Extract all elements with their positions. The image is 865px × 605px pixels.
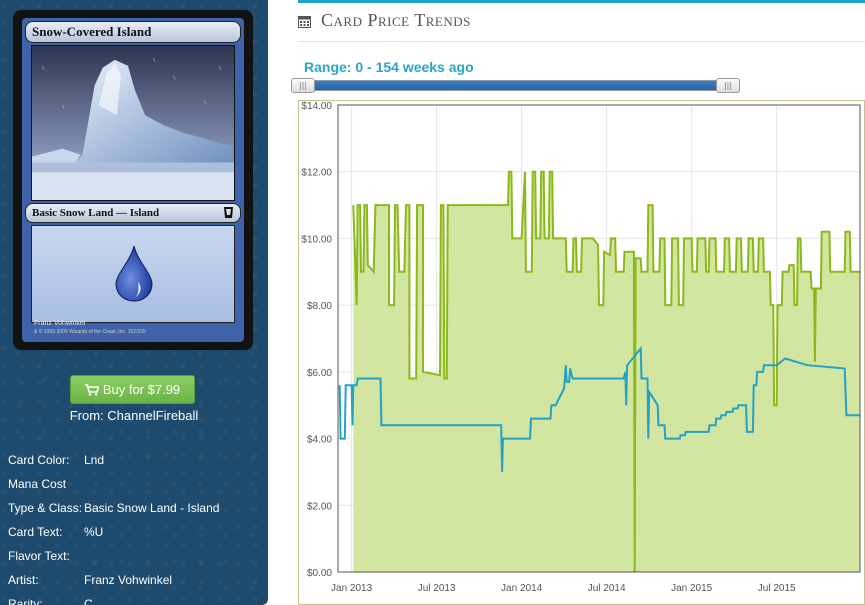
card-type-line: Basic Snow Land — Island (25, 203, 241, 223)
shopping-cart-icon (84, 384, 99, 396)
y-tick-label: $6.00 (307, 368, 332, 379)
y-tick-label: $14.00 (301, 101, 332, 112)
price-trend-chart: $0.00 $2.00 $4.00 $6.00 $8.00 $10.00 $12.00 $14… (298, 100, 865, 605)
coldsnap-set-icon (224, 207, 233, 218)
card-art-iceberg (31, 45, 235, 201)
buy-source: From: ChannelFireball (69, 408, 199, 423)
x-tick-label: Jan 2014 (501, 583, 543, 594)
range-slider-handle-start[interactable]: ||| (291, 78, 315, 93)
panel-title: Card Price Trends (298, 10, 471, 34)
range-slider-handle-end[interactable]: ||| (716, 78, 740, 93)
y-tick-label: $8.00 (307, 301, 332, 312)
y-tick-label: $12.00 (301, 168, 332, 179)
buy-button-label: Buy for $7.99 (102, 382, 181, 397)
paper-price-area (353, 171, 860, 572)
card-credit: Franz Vohwinkel & © 1993-2006 Wizards of… (34, 320, 146, 336)
artist-credit: Franz Vohwinkel (34, 320, 86, 327)
attribute-label: Rarity: (8, 597, 43, 605)
range-label: Range: 0 - 154 weeks ago (304, 59, 474, 75)
y-tick-label: $10.00 (301, 234, 332, 245)
card-sidebar: Snow-Covered Island (0, 0, 268, 605)
y-tick-label: $2.00 (307, 501, 332, 512)
card-name: Snow-Covered Island (25, 21, 241, 43)
attribute-value: %U (84, 525, 104, 539)
attribute-label: Artist: (8, 573, 39, 587)
attribute-value: C (84, 597, 93, 605)
attribute-label: Type & Class: (8, 501, 83, 515)
water-drop-icon (115, 245, 153, 302)
attribute-value: Lnd (84, 453, 105, 467)
attribute-label: Card Text: (8, 525, 63, 539)
x-tick-label: Jul 2013 (418, 583, 456, 594)
range-slider-track[interactable] (299, 80, 738, 91)
attribute-label: Card Color: (8, 453, 70, 467)
attribute-label: Mana Cost (8, 477, 67, 491)
card-image: Snow-Covered Island (13, 10, 253, 350)
price-chart-svg: $0.00 $2.00 $4.00 $6.00 $8.00 $10.00 $12.00 $14… (298, 100, 865, 605)
attribute-value: Franz Vohwinkel (84, 573, 173, 587)
online-price-line (338, 345, 860, 472)
x-tick-label: Jul 2015 (758, 583, 796, 594)
attribute-label: Flavor Text: (8, 549, 70, 563)
buy-button[interactable]: Buy for $7.99 (70, 375, 195, 404)
attribute-value: Basic Snow Land - Island (84, 501, 220, 515)
x-tick-label: Jul 2014 (588, 583, 626, 594)
x-tick-label: Jan 2013 (331, 583, 373, 594)
calendar-icon (298, 16, 311, 28)
card-frame: Snow-Covered Island (22, 18, 244, 342)
card-copyright: & © 1993-2006 Wizards of the Coast, Inc.… (34, 329, 146, 335)
panel-divider (298, 41, 865, 42)
card-textbox (31, 225, 235, 323)
panel-accent-bar (298, 0, 865, 3)
card-type-text: Basic Snow Land — Island (32, 207, 160, 219)
paper-price-line (352, 170, 860, 573)
y-tick-label: $0.00 (307, 568, 332, 579)
x-tick-label: Jan 2015 (671, 583, 713, 594)
plot-area-border (337, 104, 861, 573)
panel-title-text: Card Price Trends (321, 10, 471, 30)
y-tick-label: $4.00 (307, 435, 332, 446)
